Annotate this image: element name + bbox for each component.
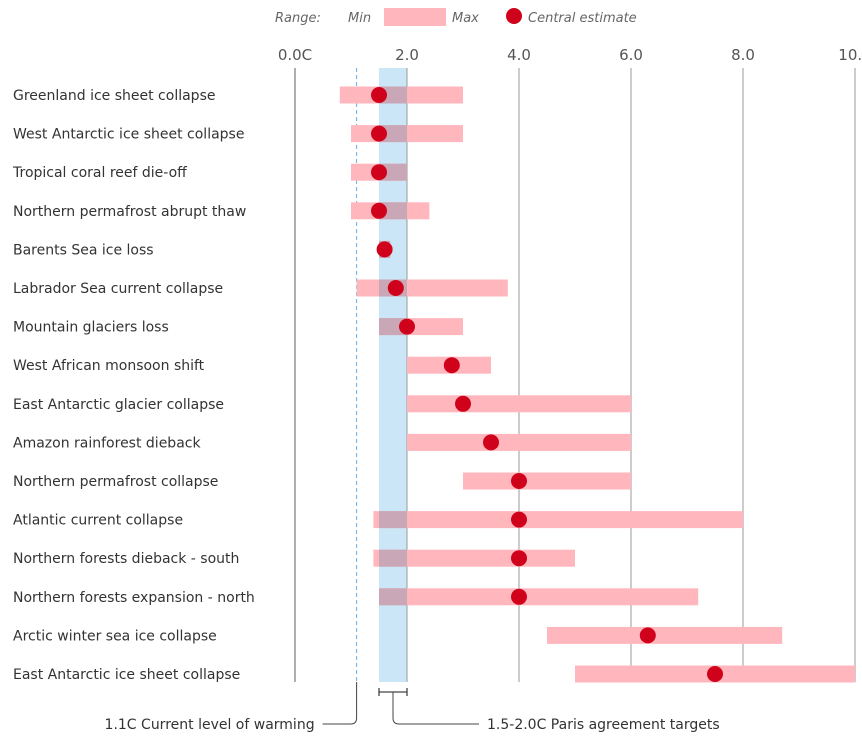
central-estimate-dot	[639, 627, 656, 644]
category-label: Northern permafrost collapse	[13, 474, 218, 490]
category-label: Northern forests expansion - north	[13, 590, 255, 606]
range-overlap-paris	[379, 549, 407, 567]
category-label: Northern forests dieback - south	[13, 551, 239, 567]
central-estimate-dot	[511, 550, 527, 567]
legend-min-label: Min	[348, 11, 371, 26]
legend-max-label: Max	[452, 11, 479, 26]
category-label: Greenland ice sheet collapse	[13, 88, 215, 104]
range-overlaps	[379, 86, 407, 606]
range-bar	[373, 511, 743, 529]
range-bar	[407, 395, 631, 413]
central-estimate-dot	[371, 87, 387, 103]
category-label: Amazon rainforest dieback	[13, 435, 201, 451]
category-label: West African monsoon shift	[13, 358, 205, 374]
legend-central-dot	[506, 8, 522, 24]
category-label: East Antarctic glacier collapse	[13, 397, 224, 413]
legend-range-swatch	[384, 8, 446, 26]
paris-leader	[392, 692, 479, 725]
category-label: Arctic winter sea ice collapse	[13, 628, 217, 644]
x-tick-label: 0.0C	[278, 46, 312, 64]
paris-targets-label: 1.5-2.0C Paris agreement targets	[487, 717, 720, 733]
category-label: Barents Sea ice loss	[13, 242, 154, 258]
central-estimate-dot	[455, 395, 471, 412]
x-tick-label: 2.0	[395, 46, 419, 64]
central-dots	[371, 87, 723, 682]
x-tick-labels: 0.0C 2.0 4.0 6.0 8.0 10.0	[278, 46, 862, 64]
central-estimate-dot	[443, 357, 460, 374]
central-estimate-dot	[371, 164, 387, 181]
range-bar	[463, 472, 631, 490]
legend-range-label: Range:	[275, 11, 321, 26]
range-overlap-paris	[379, 588, 407, 606]
central-estimate-dot	[511, 511, 527, 528]
current-warming-label: 1.1C Current level of warming	[105, 717, 315, 733]
central-estimate-dot	[707, 666, 723, 682]
central-estimate-dot	[399, 318, 415, 335]
central-estimate-dot	[483, 434, 499, 451]
category-label: Mountain glaciers loss	[13, 320, 169, 336]
range-overlap-paris	[379, 511, 407, 529]
central-estimate-dot	[511, 473, 527, 489]
range-overlap-paris	[379, 125, 407, 143]
range-bar	[407, 433, 631, 451]
central-estimate-dot	[376, 241, 393, 258]
annotations: 1.1C Current level of warming 1.5-2.0C Pa…	[105, 682, 720, 733]
range-bar	[547, 626, 783, 644]
central-estimate-dot	[371, 202, 387, 219]
range-overlap-paris	[379, 163, 407, 181]
category-label: Atlantic current collapse	[13, 513, 183, 529]
range-overlap-paris	[379, 202, 407, 220]
legend-central-label: Central estimate	[528, 11, 637, 26]
x-tick-label: 10.0	[838, 46, 862, 64]
category-label: Tropical coral reef die-off	[12, 165, 187, 181]
range-overlap-paris	[379, 86, 407, 104]
range-bar	[379, 588, 699, 606]
x-tick-label: 8.0	[731, 46, 755, 64]
category-label: Labrador Sea current collapse	[13, 281, 223, 297]
category-label: West Antarctic ice sheet collapse	[13, 127, 244, 143]
range-overlap-paris	[379, 318, 407, 336]
x-tick-label: 4.0	[507, 46, 531, 64]
range-bars	[339, 86, 855, 683]
category-label: Northern permafrost abrupt thaw	[13, 204, 246, 220]
category-labels: Greenland ice sheet collapse West Antarct…	[12, 88, 255, 683]
category-label: East Antarctic ice sheet collapse	[13, 667, 240, 683]
central-estimate-dot	[387, 280, 404, 296]
central-estimate-dot	[371, 125, 387, 142]
current-warming-leader	[322, 682, 358, 725]
legend: Range: Min Max Central estimate	[275, 8, 637, 26]
central-estimate-dot	[511, 588, 527, 605]
x-tick-label: 6.0	[619, 46, 643, 64]
